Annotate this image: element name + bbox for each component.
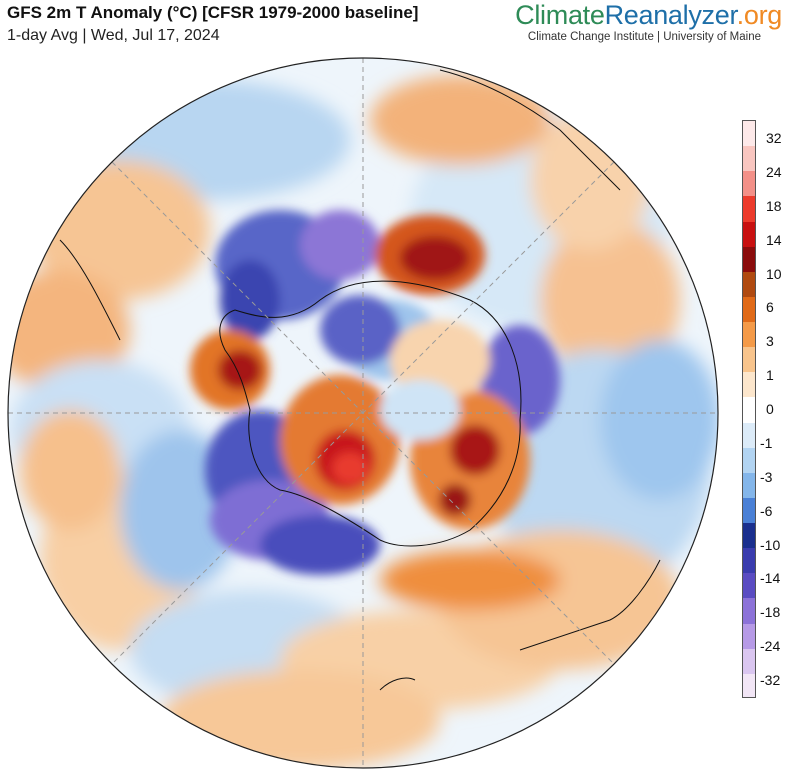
legend-swatch	[743, 397, 755, 423]
legend-swatch	[743, 447, 755, 473]
legend-swatch	[743, 121, 755, 147]
legend-tick-label: -1	[760, 434, 773, 451]
legend-tick-label: 24	[766, 163, 782, 180]
legend-tick-label: 3	[766, 333, 774, 350]
legend-tick-label: -10	[760, 536, 781, 553]
legend-tick-label: -32	[760, 672, 781, 688]
legend-swatch	[743, 347, 755, 373]
legend-tick-label: 18	[766, 197, 782, 214]
brand-climate: Climate	[515, 0, 605, 30]
legend-swatch	[743, 523, 755, 549]
brand-org: .org	[736, 0, 783, 30]
legend-tick-label: -6	[760, 502, 773, 519]
legend-tick-label: 1	[766, 367, 774, 384]
globe-icon	[8, 58, 718, 768]
legend-swatch	[743, 196, 755, 222]
legend-swatch	[743, 598, 755, 624]
legend-swatch	[743, 623, 755, 649]
legend-swatch	[743, 271, 755, 297]
legend-tick-label: 14	[766, 231, 782, 248]
legend-tick-label: 10	[766, 265, 782, 282]
legend-tick-label: 6	[766, 299, 774, 316]
legend-swatch	[743, 472, 755, 498]
legend-swatch	[743, 322, 755, 348]
legend-tick-label: -3	[760, 468, 773, 485]
legend-colorbar	[742, 120, 756, 698]
legend-swatch	[743, 422, 755, 448]
legend-swatch	[743, 648, 755, 674]
brand-logo[interactable]: ClimateReanalyzer.org	[515, 0, 782, 31]
legend-tick-label: -18	[760, 604, 781, 621]
brand-reanalyzer: Reanalyzer	[604, 0, 737, 30]
legend-swatch	[743, 573, 755, 599]
legend-swatch	[743, 246, 755, 272]
page-subtitle: 1-day Avg | Wed, Jul 17, 2024	[7, 27, 220, 44]
legend-swatch	[743, 497, 755, 523]
page-title: GFS 2m T Anomaly (°C) [CFSR 1979-2000 ba…	[7, 3, 419, 22]
legend-swatch	[743, 673, 755, 697]
brand-tagline: Climate Change Institute | University of…	[527, 31, 761, 43]
legend-swatch	[743, 372, 755, 398]
legend-tick-label: -24	[760, 638, 781, 655]
legend-swatch	[743, 221, 755, 247]
legend-tick-label: 0	[766, 401, 774, 417]
legend-swatch	[743, 146, 755, 172]
legend-tick-label: -14	[760, 570, 781, 587]
legend-swatch	[743, 171, 755, 197]
anomaly-map	[7, 57, 719, 769]
legend-tick-label: 32	[766, 130, 782, 146]
legend-swatch	[743, 296, 755, 322]
legend-swatch	[743, 548, 755, 574]
color-legend: 32 24 18 14 10 6 3 1 0 -1 -3 -6 -10 -14 -18 -24 -32	[742, 120, 800, 700]
